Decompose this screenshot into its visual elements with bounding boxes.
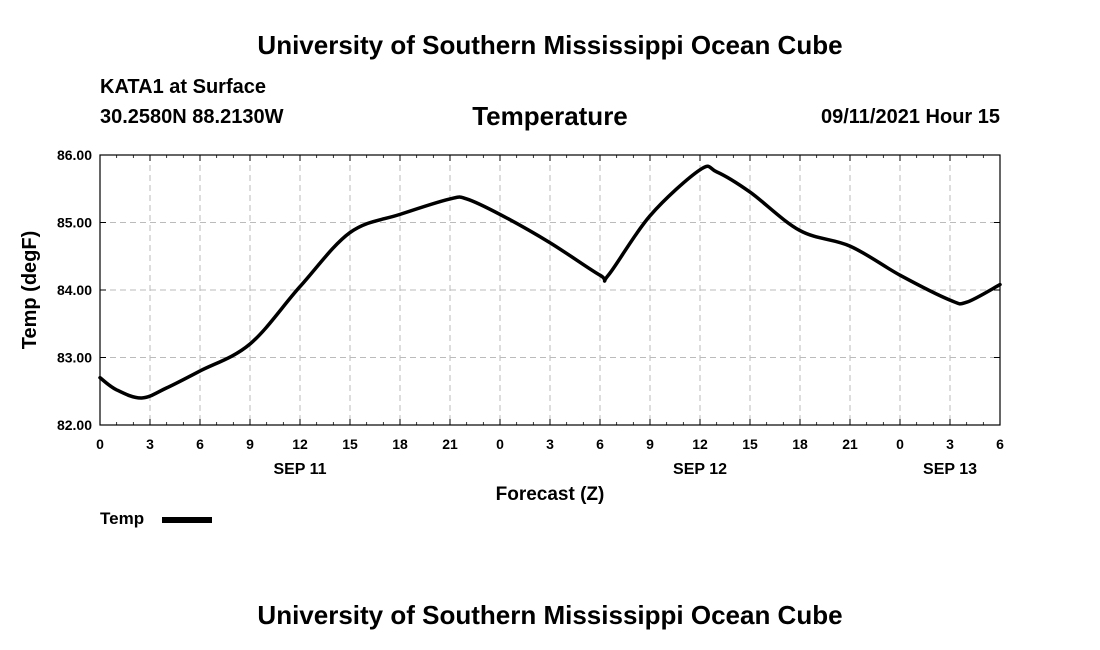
x-tick-label: 9 xyxy=(246,436,254,452)
x-tick-label: 6 xyxy=(596,436,604,452)
y-tick-label: 84.00 xyxy=(57,282,92,298)
x-tick-label: 6 xyxy=(996,436,1004,452)
x-tick-label: 9 xyxy=(646,436,654,452)
datetime-label: 09/11/2021 Hour 15 xyxy=(820,106,1000,128)
page-title: University of Southern Mississippi Ocean… xyxy=(257,30,843,60)
y-tick-label: 82.00 xyxy=(57,417,92,433)
series-line-temp xyxy=(98,164,1002,400)
y-axis-title: Temp (degF) xyxy=(19,231,41,350)
y-tick-label: 83.00 xyxy=(57,350,92,366)
x-tick-label: 21 xyxy=(442,436,458,452)
x-tick-label: 15 xyxy=(342,436,358,452)
x-tick-label: 3 xyxy=(146,436,154,452)
y-tick-label: 85.00 xyxy=(57,215,92,231)
station-label: KATA1 at Surface xyxy=(100,76,266,98)
y-tick-label: 86.00 xyxy=(57,147,92,163)
x-tick-label: 18 xyxy=(792,436,808,452)
x-tick-label: 12 xyxy=(292,436,308,452)
legend-line-swatch xyxy=(162,517,212,523)
date-label: SEP 12 xyxy=(673,461,727,478)
x-tick-label: 21 xyxy=(842,436,858,452)
x-tick-label: 6 xyxy=(196,436,204,452)
legend-label: Temp xyxy=(100,509,145,528)
date-label: SEP 11 xyxy=(273,461,326,478)
x-axis-title: Forecast (Z) xyxy=(496,484,605,505)
coordinates-label: 30.2580N 88.2130W xyxy=(100,106,284,128)
x-tick-label: 3 xyxy=(946,436,954,452)
x-tick-label: 0 xyxy=(96,436,104,452)
variable-title: Temperature xyxy=(472,101,628,131)
x-tick-label: 3 xyxy=(546,436,554,452)
x-tick-label: 0 xyxy=(496,436,504,452)
x-tick-label: 0 xyxy=(896,436,904,452)
footer-title: University of Southern Mississippi Ocean… xyxy=(257,600,843,630)
x-tick-label: 18 xyxy=(392,436,408,452)
date-label: SEP 13 xyxy=(923,461,977,478)
x-tick-label: 15 xyxy=(742,436,758,452)
x-tick-label: 12 xyxy=(692,436,708,452)
